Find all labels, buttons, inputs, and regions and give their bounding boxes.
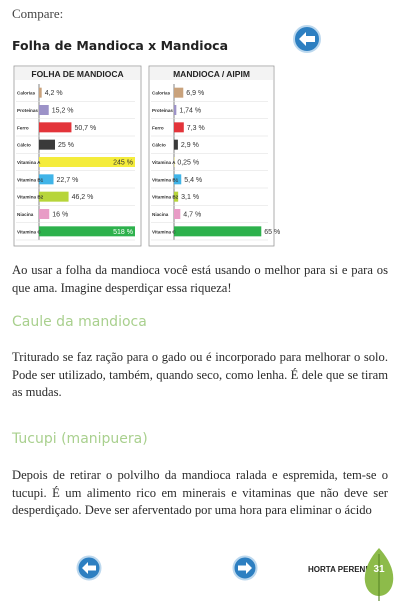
bar bbox=[39, 226, 135, 237]
chart-title-band bbox=[15, 67, 140, 80]
back-icon[interactable] bbox=[292, 24, 322, 54]
bar bbox=[39, 209, 50, 219]
bar bbox=[174, 174, 182, 185]
value-label: 5,4 % bbox=[184, 177, 202, 184]
category-label: Vitamina B1 bbox=[17, 177, 44, 182]
value-label: 65 % bbox=[264, 229, 280, 236]
page-number: 31 bbox=[373, 564, 385, 575]
value-label: 1,74 % bbox=[179, 108, 201, 115]
chart-title-band bbox=[150, 67, 273, 80]
chart-frame bbox=[13, 65, 142, 247]
category-label: Proteínas bbox=[17, 108, 38, 113]
bar bbox=[39, 157, 135, 167]
footer-label: HORTA PERENE bbox=[308, 565, 371, 574]
category-label: Cálcio bbox=[17, 143, 31, 148]
category-label: Niacina bbox=[17, 212, 34, 217]
bar bbox=[39, 105, 49, 115]
bar bbox=[174, 105, 177, 115]
category-label: Niacina bbox=[152, 212, 169, 217]
chart: MANDIOCA / AIPIM Calorias 6,9 % Proteínas 1,… bbox=[148, 65, 280, 247]
bar bbox=[174, 139, 178, 150]
category-label: Vitamina B2 bbox=[152, 195, 179, 200]
category-label: Vitamina A bbox=[17, 160, 41, 165]
value-label: 2,9 % bbox=[181, 142, 199, 149]
value-label: 25 % bbox=[58, 142, 74, 149]
value-label: 245 % bbox=[113, 160, 133, 167]
bar bbox=[174, 226, 262, 237]
bar bbox=[39, 139, 55, 150]
value-label: 16 % bbox=[52, 212, 68, 219]
paragraph: Depois de retirar o polvilho da mandioca… bbox=[12, 468, 388, 517]
section-heading: Caule da mandioca bbox=[12, 314, 147, 330]
heading: Folha de Mandioca x Mandioca bbox=[12, 38, 229, 53]
chart-title: MANDIOCA / AIPIM bbox=[173, 69, 250, 79]
value-label: 15,2 % bbox=[52, 108, 74, 115]
category-label: Vitamina A bbox=[152, 160, 176, 165]
value-label: 6,9 % bbox=[186, 90, 204, 97]
next-icon[interactable] bbox=[232, 555, 258, 581]
category-label: Ferro bbox=[152, 125, 164, 130]
bars bbox=[174, 87, 262, 237]
prev-icon[interactable] bbox=[76, 555, 102, 581]
value-label: 3,1 % bbox=[181, 194, 199, 201]
paragraph: Ao usar a folha da mandioca você está us… bbox=[12, 263, 388, 295]
category-label: Cálcio bbox=[152, 143, 166, 148]
value-label: 4,2 % bbox=[45, 90, 63, 97]
value-label: 46,2 % bbox=[72, 194, 94, 201]
category-label: Vitamina B1 bbox=[152, 177, 179, 182]
category-label: Vitamina B2 bbox=[17, 195, 44, 200]
value-label: 4,7 % bbox=[183, 212, 201, 219]
bar bbox=[39, 87, 42, 98]
bar bbox=[39, 122, 72, 133]
category-label: Calorias bbox=[152, 91, 171, 96]
paragraph: Triturado se faz ração para o gado ou é … bbox=[12, 350, 388, 399]
value-label: 22,7 % bbox=[57, 177, 79, 184]
category-label: Vitamina C bbox=[17, 229, 41, 234]
value-label: 50,7 % bbox=[74, 125, 96, 132]
category-label: Proteínas bbox=[152, 108, 173, 113]
chart: FOLHA DE MANDIOCA Calorias 4,2 % Proteínas 1… bbox=[13, 65, 142, 247]
bar bbox=[174, 122, 184, 133]
bar bbox=[39, 174, 54, 185]
category-label: Vitamina C bbox=[152, 229, 176, 234]
section-heading: Tucupi (manipuera) bbox=[12, 431, 148, 447]
chart-title: FOLHA DE MANDIOCA bbox=[31, 69, 123, 79]
charts: FOLHA DE MANDIOCA Calorias 4,2 % Proteínas 1… bbox=[13, 65, 280, 247]
leaf bbox=[364, 548, 394, 601]
bar bbox=[174, 87, 184, 98]
bar bbox=[174, 209, 181, 219]
category-label: Ferro bbox=[17, 125, 29, 130]
bar bbox=[174, 191, 179, 202]
category-label: Calorias bbox=[17, 91, 36, 96]
value-label: 7,3 % bbox=[187, 125, 205, 132]
intro: Compare: bbox=[12, 6, 64, 21]
bar bbox=[39, 191, 69, 202]
value-label: 518 % bbox=[113, 229, 133, 236]
value-label: 0,25 % bbox=[177, 160, 199, 167]
chart-frame bbox=[148, 65, 275, 247]
bars bbox=[39, 87, 135, 237]
